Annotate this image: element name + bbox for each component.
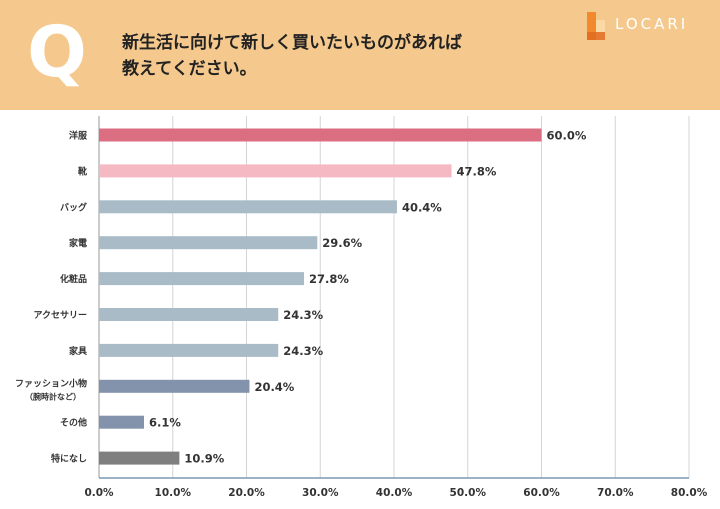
value-label: 24.3% bbox=[283, 308, 323, 322]
q-mark: Q bbox=[27, 11, 87, 93]
locari-logo-icon bbox=[587, 12, 605, 40]
category-label: 靴 bbox=[78, 165, 87, 177]
x-tick-label: 20.0% bbox=[228, 487, 265, 499]
question-line-2: 教えてください。 bbox=[122, 59, 257, 79]
category-label: アクセサリー bbox=[33, 310, 87, 321]
x-tick-label: 60.0% bbox=[523, 487, 560, 499]
value-label: 20.4% bbox=[254, 380, 294, 394]
category-label: 家電 bbox=[69, 237, 87, 249]
bar bbox=[99, 343, 279, 357]
value-label: 24.3% bbox=[283, 344, 323, 358]
question-line-1: 新生活に向けて新しく買いたいものがあれば bbox=[122, 33, 462, 53]
category-label: ファッション小物 bbox=[15, 377, 87, 389]
category-label: 家具 bbox=[69, 345, 87, 357]
value-label: 10.9% bbox=[184, 452, 224, 466]
category-label: 特になし bbox=[51, 453, 87, 465]
category-label: 化粧品 bbox=[60, 273, 87, 285]
category-sublabel: （腕時計など） bbox=[25, 391, 81, 401]
bar bbox=[99, 128, 542, 142]
grid-lines bbox=[98, 116, 690, 479]
x-tick-label: 80.0% bbox=[671, 487, 708, 499]
question-title: 新生活に向けて新しく買いたいものがあれば 教えてください。 bbox=[122, 30, 562, 82]
bar bbox=[99, 164, 452, 178]
x-tick-label: 0.0% bbox=[84, 487, 114, 499]
x-tick-label: 70.0% bbox=[597, 487, 634, 499]
category-label: バッグ bbox=[60, 201, 87, 213]
x-tick-label: 50.0% bbox=[450, 487, 487, 499]
value-label: 47.8% bbox=[457, 164, 497, 178]
value-label: 27.8% bbox=[309, 272, 349, 286]
bar bbox=[99, 200, 397, 214]
category-label: その他 bbox=[60, 417, 87, 429]
value-label: 6.1% bbox=[149, 416, 181, 430]
category-label: 洋服 bbox=[69, 130, 88, 142]
bar bbox=[99, 236, 318, 250]
bar bbox=[99, 272, 305, 286]
bar bbox=[99, 415, 144, 429]
value-label: 40.4% bbox=[402, 200, 442, 214]
bar bbox=[99, 451, 180, 465]
x-tick-label: 30.0% bbox=[302, 487, 339, 499]
x-tick-label: 10.0% bbox=[155, 487, 192, 499]
value-labels: 60.0% 47.8% 40.4% 29.6% 27.8% 24.3% 24.3% 20.4%… bbox=[149, 129, 587, 466]
bars bbox=[99, 128, 542, 465]
locari-logo: LOCARI bbox=[585, 10, 715, 42]
x-tick-label: 40.0% bbox=[376, 487, 413, 499]
logo-text: LOCARI bbox=[615, 15, 689, 33]
value-label: 29.6% bbox=[322, 236, 362, 250]
x-tick-labels: 0.0% 10.0% 20.0% 30.0% 40.0% 50.0% 60.0% 70.0% 8… bbox=[84, 487, 707, 499]
header-banner: Q 新生活に向けて新しく買いたいものがあれば 教えてください。 LOCARI bbox=[0, 0, 720, 110]
value-label: 60.0% bbox=[547, 129, 587, 143]
bar bbox=[99, 379, 250, 393]
bar bbox=[99, 308, 279, 321]
